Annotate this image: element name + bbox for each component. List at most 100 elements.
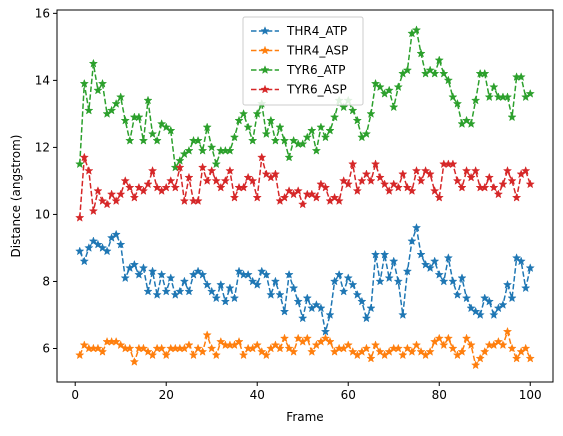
data-point: [111, 229, 121, 239]
data-point: [402, 182, 413, 192]
x-axis: 0 20 40 60 80 100: [71, 382, 542, 402]
data-point: [393, 343, 403, 353]
data-point: [238, 350, 249, 360]
data-point: [384, 85, 394, 95]
data-point: [93, 343, 103, 353]
data-point: [270, 340, 281, 350]
data-point: [502, 92, 513, 102]
data-point: [202, 330, 212, 340]
data-point: [84, 243, 94, 252]
data-point: [461, 165, 472, 175]
data-point: [320, 182, 331, 192]
data-point: [93, 239, 103, 249]
series-thr4-atp: [75, 222, 535, 336]
data-point: [279, 306, 290, 316]
data-point: [361, 343, 372, 353]
data-point: [147, 350, 158, 360]
data-point: [243, 122, 253, 132]
data-point: [466, 119, 476, 128]
data-point: [393, 276, 403, 286]
legend-label: TYR6_ASP: [286, 83, 347, 97]
legend-item: TYR6_ATP: [251, 63, 345, 77]
data-point: [470, 306, 481, 316]
data-point: [389, 179, 399, 189]
data-point: [79, 340, 89, 350]
data-point: [143, 346, 153, 356]
data-point: [188, 350, 199, 360]
data-point: [316, 122, 326, 132]
data-point: [220, 176, 231, 185]
data-point: [452, 176, 463, 185]
series-tyr6-asp: [75, 152, 535, 222]
data-point: [184, 340, 194, 350]
data-point: [93, 85, 103, 95]
data-point: [430, 186, 440, 195]
data-point: [175, 155, 185, 165]
data-point: [234, 115, 244, 125]
data-point: [147, 266, 158, 276]
data-point: [470, 165, 481, 175]
data-point: [420, 259, 431, 269]
data-point: [197, 145, 208, 155]
data-point: [384, 186, 394, 195]
data-point: [197, 346, 208, 356]
data-point: [502, 326, 513, 336]
legend-box: [242, 16, 364, 106]
data-point: [430, 68, 440, 78]
data-point: [79, 78, 89, 88]
data-point: [284, 186, 294, 195]
data-point: [134, 112, 144, 122]
data-point: [316, 179, 326, 189]
data-point: [193, 135, 203, 145]
x-tick-label: 80: [432, 388, 447, 402]
data-point: [211, 293, 221, 303]
data-point: [357, 176, 367, 185]
data-point: [134, 269, 144, 279]
data-point: [448, 159, 458, 169]
data-point: [493, 336, 504, 346]
data-point: [370, 340, 381, 350]
data-point: [511, 353, 522, 363]
data-point: [152, 135, 162, 145]
data-point: [138, 343, 149, 353]
data-point: [302, 333, 312, 343]
data-point: [161, 286, 171, 296]
data-point: [234, 266, 244, 276]
data-point: [125, 182, 135, 192]
data-point: [480, 346, 490, 356]
data-point: [261, 269, 272, 279]
data-point: [375, 172, 385, 182]
data-point: [443, 75, 454, 85]
data-point: [84, 165, 94, 175]
data-point: [489, 182, 499, 192]
data-point: [152, 182, 162, 192]
data-point: [434, 55, 444, 65]
data-point: [393, 82, 403, 92]
data-point: [88, 236, 99, 246]
y-tick-label: 10: [35, 207, 50, 221]
data-point: [207, 142, 217, 152]
data-point: [325, 336, 335, 346]
data-point: [398, 350, 408, 360]
data-point: [261, 169, 272, 179]
data-point: [97, 346, 108, 356]
data-point: [407, 236, 417, 246]
data-point: [197, 269, 208, 279]
data-point: [493, 189, 504, 199]
data-point: [75, 246, 85, 256]
data-point: [184, 172, 194, 182]
data-point: [461, 333, 472, 343]
data-point: [511, 253, 522, 262]
data-point: [411, 222, 422, 232]
data-point: [79, 152, 89, 162]
series-layer: [75, 25, 535, 370]
data-point: [252, 279, 262, 289]
data-point: [116, 92, 126, 102]
data-point: [439, 276, 449, 286]
data-point: [348, 159, 358, 169]
data-point: [461, 293, 472, 303]
data-point: [393, 182, 403, 192]
data-point: [138, 263, 149, 273]
data-point: [261, 129, 271, 138]
series-line: [79, 227, 531, 332]
